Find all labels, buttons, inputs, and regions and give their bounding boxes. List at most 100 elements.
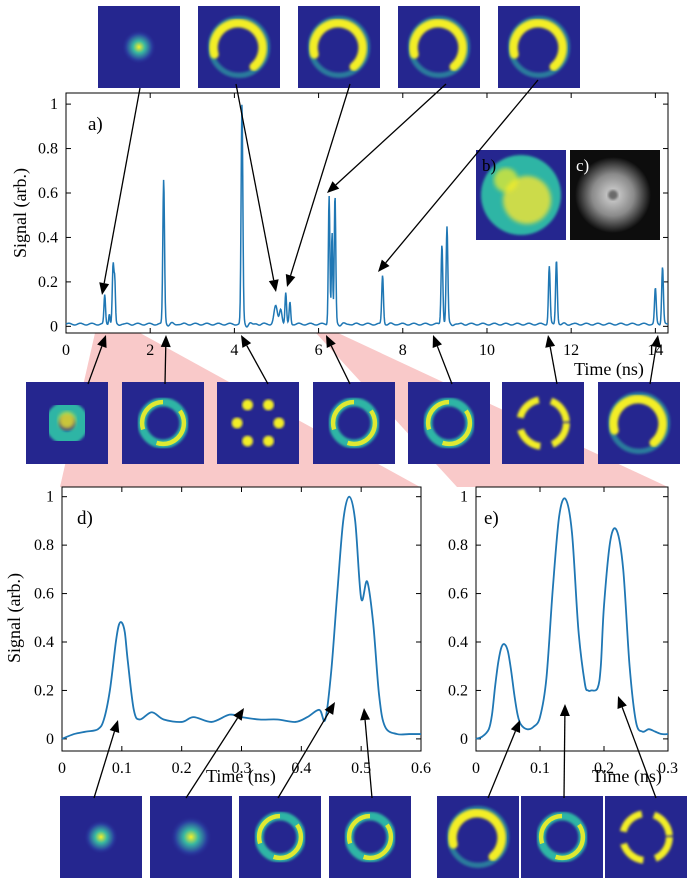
arrow-14 (185, 708, 244, 799)
panel-e-xtick-label: 0.2 (594, 760, 614, 777)
panel-d-xtick-label: 0.4 (291, 760, 311, 777)
arrow-11 (545, 335, 558, 385)
panel-e-xtick-label: 0.3 (658, 760, 678, 777)
panel-a-ytick-label: 0.6 (38, 185, 58, 202)
panel-d-xtick-label: 0.2 (172, 760, 192, 777)
thumbnail-middle-1 (26, 382, 108, 464)
arrow-17 (487, 720, 521, 799)
arrow-4 (327, 83, 447, 193)
panel-d-xtick-label: 0.6 (411, 760, 431, 777)
panel-e-ytick-label: 1 (460, 489, 468, 506)
thumbnail-bottom-e-2 (521, 796, 603, 878)
thumbnail-top-1 (98, 6, 180, 88)
panel-a-ytick-label: 1 (50, 96, 58, 113)
arrows (87, 79, 662, 799)
thumbnail-top-4 (398, 6, 480, 88)
thumbnails (26, 6, 687, 878)
panel-e-ytick-label: 0.6 (448, 586, 468, 603)
panel-d-ytick-label: 0 (46, 731, 54, 748)
arrow-3 (285, 83, 351, 287)
arrow-5 (378, 79, 539, 272)
panel-e-label: e) (484, 508, 499, 529)
arrow-7 (160, 335, 171, 385)
panel-e-ticks: 0 0.1 0.2 0.3 0 0.2 0.4 0.6 0.8 1 (448, 487, 678, 777)
thumbnail-bottom-e-3 (605, 796, 687, 878)
panel-e-xtick-label: 0.1 (530, 760, 550, 777)
thumbnail-top-5 (498, 6, 580, 88)
panel-a-xtick-label: 4 (230, 342, 238, 359)
panel-a-label: a) (88, 114, 103, 135)
thumbnail-middle-3 (217, 382, 299, 464)
panel-a-ytick-label: 0.4 (38, 229, 58, 246)
panel-d-label: d) (77, 508, 93, 529)
panel-a-xtick-label: 8 (399, 342, 407, 359)
thumbnail-middle-7 (598, 382, 680, 464)
arrow-8 (241, 335, 269, 385)
panel-e: 0 0.1 0.2 0.3 0 0.2 0.4 0.6 0.8 1 e) Time (ns) (448, 486, 678, 787)
panel-a-xtick-label: 0 (62, 342, 70, 359)
panel-a-ytick-label: 0.8 (38, 141, 58, 158)
panel-d-xtick-label: 0 (58, 760, 66, 777)
panel-d-xtick-label: 0.5 (351, 760, 371, 777)
panel-e-xlabel: Time (ns) (592, 766, 662, 787)
panel-a-ytick-label: 0 (50, 318, 58, 335)
inset-b-label: b) (482, 156, 496, 175)
panel-d-ytick-label: 0.2 (34, 682, 54, 699)
arrow-12 (649, 335, 662, 385)
arrow-18 (559, 704, 570, 799)
panel-d: 0 0.1 0.2 0.3 0.4 0.5 0.6 0 0.2 0.4 0.6 0.8 1 d) Tim… (4, 486, 431, 787)
thumbnail-bottom-d-3 (239, 796, 321, 878)
panel-e-xtick-label: 0 (472, 760, 480, 777)
panel-d-xtick-label: 0.1 (112, 760, 132, 777)
panel-e-ytick-label: 0.4 (448, 634, 468, 651)
panel-a-ylabel: Signal (arb.) (10, 168, 31, 258)
inset-c-mode-center (608, 190, 618, 200)
arrow-16 (360, 708, 373, 799)
panel-d-series-line (61, 495, 421, 740)
arrow-9 (326, 335, 351, 385)
panel-e-axes-box (475, 486, 669, 752)
thumbnail-bottom-d-1 (60, 796, 142, 878)
arrow-1 (99, 87, 141, 295)
thumbnail-bottom-d-4 (329, 796, 411, 878)
panel-e-ytick-label: 0.2 (448, 682, 468, 699)
inset-b-mode-bright (503, 176, 551, 224)
panel-e-ytick-label: 0.8 (448, 537, 468, 554)
thumbnail-top-3 (298, 6, 380, 88)
panel-d-ticks: 0 0.1 0.2 0.3 0.4 0.5 0.6 0 0.2 0.4 0.6 0.8 1 (34, 487, 431, 777)
panel-a-xtick-label: 6 (315, 342, 323, 359)
thumbnail-bottom-d-2 (150, 796, 232, 878)
arrow-15 (277, 702, 335, 799)
thumbnail-middle-6 (502, 382, 584, 464)
panel-d-xtick-label: 0.3 (232, 760, 252, 777)
thumbnail-middle-5 (408, 382, 490, 464)
panel-d-ytick-label: 0.8 (34, 537, 54, 554)
panel-d-ylabel: Signal (arb.) (4, 573, 25, 663)
thumbnail-middle-2 (122, 382, 204, 464)
arrow-2 (235, 83, 279, 292)
thumbnail-bottom-e-1 (437, 796, 519, 878)
panel-e-series-line (475, 497, 669, 740)
panel-a-xtick-label: 10 (479, 342, 495, 359)
panel-d-ytick-label: 0.4 (34, 634, 54, 651)
panel-a-xtick-label: 2 (146, 342, 154, 359)
panel-d-ytick-label: 1 (46, 489, 54, 506)
arrow-13 (93, 720, 120, 799)
arrow-6 (87, 335, 107, 385)
panel-a-series-line (65, 104, 669, 328)
panel-a-xtick-label: 12 (563, 342, 579, 359)
inset-c: c) (570, 150, 660, 240)
arrow-19 (617, 696, 657, 799)
panel-a-xlabel: Time (ns) (574, 359, 644, 380)
panel-a-axes-box (65, 92, 669, 334)
panel-a-ytick-label: 0.2 (38, 274, 58, 291)
inset-b-mode-bright-2 (494, 168, 518, 192)
thumbnail-middle-4 (313, 382, 395, 464)
panel-d-xlabel: Time (ns) (206, 766, 276, 787)
panel-d-ytick-label: 0.6 (34, 586, 54, 603)
inset-b: b) (476, 150, 566, 240)
thumbnail-top-2 (198, 6, 280, 88)
